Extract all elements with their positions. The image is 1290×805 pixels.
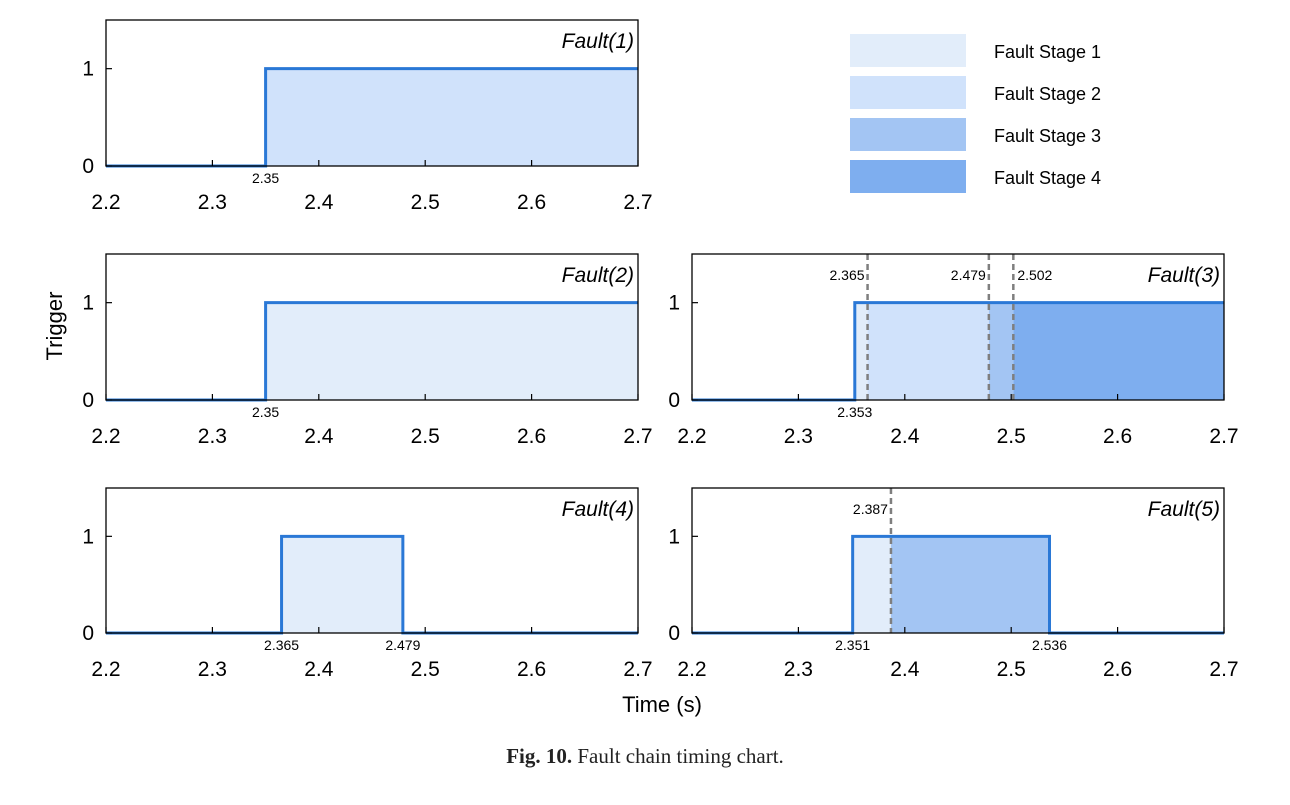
fault-2-x-tick-label: 2.4 xyxy=(304,425,334,448)
fault-1-x-tick-label: 2.6 xyxy=(517,191,546,214)
fault-3-y-tick-label: 0 xyxy=(668,389,680,412)
fault-4-y-tick-label: 0 xyxy=(82,622,94,645)
fault-5-x-tick-label: 2.3 xyxy=(784,658,813,681)
fault-1-plot-frame xyxy=(105,19,639,167)
fault-3-x-tick-label: 2.7 xyxy=(1209,425,1238,448)
fault-2-x-tick-label: 2.2 xyxy=(91,425,120,448)
fault-3-x-tick-label: 2.6 xyxy=(1103,425,1132,448)
fault-1-x-tick-label: 2.3 xyxy=(198,191,227,214)
fault-4-y-tick-label: 1 xyxy=(82,525,94,548)
legend-swatch-stage-1 xyxy=(850,34,966,67)
fault-5-x-tick-label: 2.7 xyxy=(1209,658,1238,681)
fault-2-stage-1-fill xyxy=(265,302,638,400)
fault-4-title: Fault(4) xyxy=(562,498,634,521)
fault-3-title: Fault(3) xyxy=(1148,264,1220,287)
fault-1-stage-2-fill xyxy=(265,68,638,166)
fault-2-x-tick-label: 2.7 xyxy=(623,425,652,448)
fault-5-x-tick-label: 2.5 xyxy=(997,658,1026,681)
fault-2-x-tick-label: 2.3 xyxy=(198,425,227,448)
fault-5-x-tick-label: 2.6 xyxy=(1103,658,1132,681)
fault-4-x-tick-label: 2.4 xyxy=(304,658,334,681)
fault-1-edge-label: 2.35 xyxy=(252,170,279,186)
fault-1-x-tick-label: 2.2 xyxy=(91,191,120,214)
fault-4-x-tick-label: 2.2 xyxy=(91,658,120,681)
legend: Fault Stage 1 Fault Stage 2 Fault Stage 3 F… xyxy=(850,34,1101,193)
fault-2-y-tick-label: 1 xyxy=(82,292,94,315)
fault-1-x-tick-label: 2.4 xyxy=(304,191,334,214)
fault-3-stage-2-fill xyxy=(867,302,989,400)
fault-3-x-tick-label: 2.5 xyxy=(997,425,1026,448)
fault-3-plot-frame xyxy=(691,253,1225,401)
fault-3-x-tick-label: 2.3 xyxy=(784,425,813,448)
fault-4-x-tick-label: 2.5 xyxy=(411,658,440,681)
fault-3-stage-4-fill xyxy=(1013,302,1224,400)
caption-text: Fault chain timing chart. xyxy=(577,744,784,768)
fault-3-x-tick-label: 2.2 xyxy=(677,425,706,448)
fault-4-x-tick-label: 2.6 xyxy=(517,658,546,681)
panel-fault-5: 2.387 2.351 2.536 2.2 2.3 2.4 2.5 2.6 2.7 0 1 Fault… xyxy=(668,487,1239,681)
fault-1-y-tick-label: 1 xyxy=(82,58,94,81)
legend-label-stage-1: Fault Stage 1 xyxy=(994,42,1101,62)
legend-label-stage-3: Fault Stage 3 xyxy=(994,126,1101,146)
fault-5-y-tick-label: 1 xyxy=(668,525,680,548)
fault-5-stage-3-fill xyxy=(890,536,1050,633)
fault-4-x-tick-label: 2.7 xyxy=(623,658,652,681)
fault-4-edge-label: 2.365 xyxy=(264,637,299,653)
panel-fault-3: 2.365 2.479 2.502 2.353 2.2 2.3 2.4 2.5 2.6 2.7 0 1… xyxy=(668,253,1239,448)
fault-5-title: Fault(5) xyxy=(1148,498,1220,521)
panel-fault-1: 2.35 2.2 2.3 2.4 2.5 2.6 2.7 0 1 Fault(1) xyxy=(82,19,653,214)
fault-3-marker-label: 2.479 xyxy=(951,267,986,283)
y-axis-label: Trigger xyxy=(42,292,67,361)
legend-swatch-stage-2 xyxy=(850,76,966,109)
fault-5-marker-label: 2.387 xyxy=(853,501,888,517)
fault-1-title: Fault(1) xyxy=(562,30,634,53)
fault-5-edge-label: 2.351 xyxy=(835,637,870,653)
fault-3-y-tick-label: 1 xyxy=(668,292,680,315)
fault-4-edge-label: 2.479 xyxy=(385,637,420,653)
caption-label: Fig. 10. xyxy=(506,744,573,768)
legend-swatch-stage-3 xyxy=(850,118,966,151)
fault-5-plot-frame xyxy=(691,487,1225,634)
fault-5-y-tick-label: 0 xyxy=(668,622,680,645)
fault-1-x-tick-label: 2.7 xyxy=(623,191,652,214)
panel-fault-2: 2.35 2.2 2.3 2.4 2.5 2.6 2.7 0 1 Fault(2) xyxy=(82,253,653,448)
fault-1-x-tick-label: 2.5 xyxy=(411,191,440,214)
fault-5-edge-label: 2.536 xyxy=(1032,637,1067,653)
fault-3-stage-3-fill xyxy=(988,302,1014,400)
legend-label-stage-4: Fault Stage 4 xyxy=(994,168,1101,188)
fault-2-title: Fault(2) xyxy=(562,264,634,287)
x-axis-label: Time (s) xyxy=(622,692,702,717)
fault-5-x-tick-label: 2.4 xyxy=(890,658,920,681)
fault-2-edge-label: 2.35 xyxy=(252,404,279,420)
fault-4-stage-1-fill xyxy=(281,536,403,633)
fault-5-stage-1-fill xyxy=(852,536,891,633)
fault-3-marker-label: 2.502 xyxy=(1017,267,1052,283)
fault-2-plot-frame xyxy=(105,253,639,401)
fault-3-marker-label: 2.365 xyxy=(830,267,865,283)
fault-2-y-tick-label: 0 xyxy=(82,389,94,412)
fault-4-x-tick-label: 2.3 xyxy=(198,658,227,681)
fault-3-edge-label: 2.353 xyxy=(837,404,872,420)
legend-swatch-stage-4 xyxy=(850,160,966,193)
fault-1-y-tick-label: 0 xyxy=(82,155,94,178)
fault-3-x-tick-label: 2.4 xyxy=(890,425,920,448)
legend-label-stage-2: Fault Stage 2 xyxy=(994,84,1101,104)
fault-4-plot-frame xyxy=(105,487,639,634)
fault-3-stage-1-fill xyxy=(854,302,868,400)
figure-caption: Fig. 10. Fault chain timing chart. xyxy=(0,744,1290,769)
panel-fault-4: 2.365 2.479 2.2 2.3 2.4 2.5 2.6 2.7 0 1 Fault(4) xyxy=(82,487,653,681)
fault-2-x-tick-label: 2.5 xyxy=(411,425,440,448)
fault-2-x-tick-label: 2.6 xyxy=(517,425,546,448)
fault-5-x-tick-label: 2.2 xyxy=(677,658,706,681)
